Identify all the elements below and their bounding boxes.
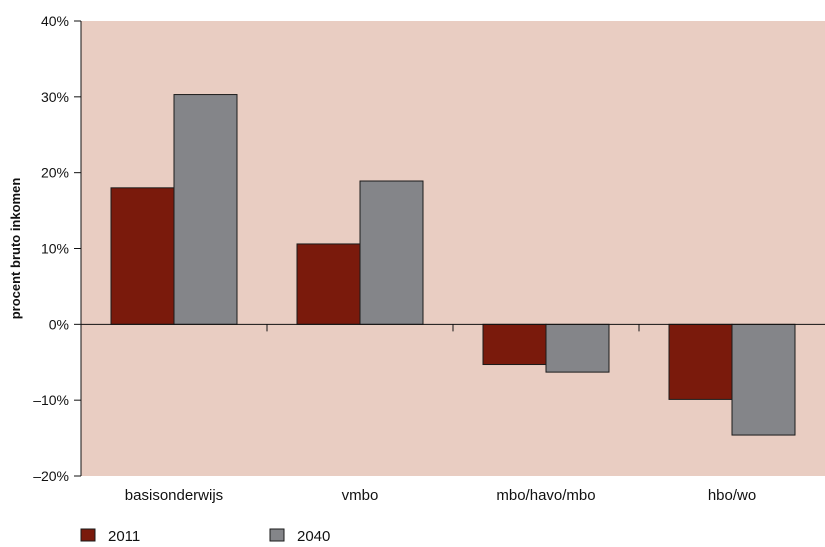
- bar-2040-mbo-havo-mbo: [545, 323, 610, 373]
- y-tick-label: –10%: [33, 392, 69, 408]
- axes: –20% –10% 0% 10% 20% 30% 40% basisonderwijs vmbo…: [33, 13, 825, 504]
- bar-2011-basisonderwijs: [110, 187, 175, 325]
- y-tick-label: –20%: [33, 468, 69, 484]
- legend-label-2040: 2040: [297, 528, 330, 545]
- x-tick-label: mbo/havo/mbo: [496, 487, 595, 504]
- bar-2011-vmbo: [296, 243, 361, 325]
- bar-2011-hbo-wo: [668, 323, 733, 400]
- x-tick-label: basisonderwijs: [125, 487, 223, 504]
- x-tick-label: hbo/wo: [708, 487, 756, 504]
- y-tick-label: 0%: [49, 316, 69, 332]
- bar-2011-mbo-havo-mbo: [482, 323, 547, 366]
- legend: 2011 2040: [80, 528, 330, 545]
- y-tick-label: 30%: [41, 89, 69, 105]
- legend-swatch-2011: [80, 528, 96, 542]
- y-axis-label: procent bruto inkomen: [8, 178, 23, 320]
- y-tick-label: 40%: [41, 13, 69, 29]
- y-tick-label: 20%: [41, 165, 69, 181]
- bars: [110, 94, 796, 436]
- legend-swatch-2040: [269, 528, 285, 542]
- bar-2040-vmbo: [359, 180, 424, 325]
- x-tick-label: vmbo: [342, 487, 379, 504]
- bar-2040-basisonderwijs: [173, 94, 238, 325]
- bar-2040-hbo-wo: [731, 323, 796, 436]
- legend-label-2011: 2011: [108, 528, 140, 545]
- y-tick-label: 10%: [41, 241, 69, 257]
